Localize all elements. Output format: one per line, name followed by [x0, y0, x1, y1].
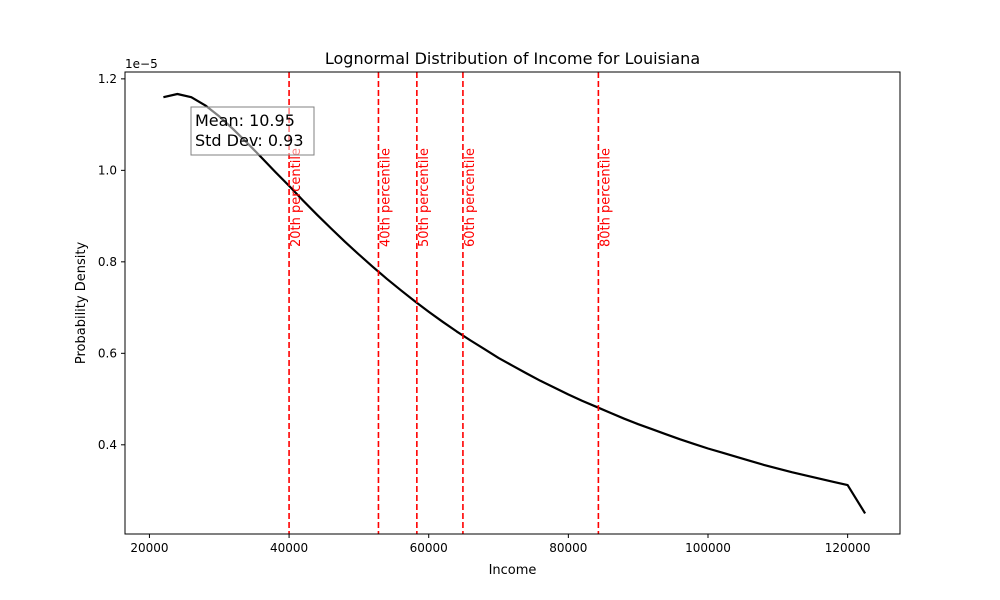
y-axis-label: Probability Density [74, 242, 89, 365]
percentile-label: 80th percentile [598, 148, 613, 247]
y-tick-label: 1.2 [98, 72, 117, 86]
y-axis-ticks: 0.4 0.6 0.8 1.0 1.2 [98, 72, 125, 452]
x-tick-label: 40000 [270, 541, 308, 555]
percentile-label: 50th percentile [417, 148, 432, 247]
y-tick-label: 0.8 [98, 255, 117, 269]
y-offset-label: 1e−5 [125, 57, 158, 71]
plot-area: 20th percentile 40th percentile 50th perce… [163, 72, 867, 534]
plot-frame [124, 71, 901, 535]
percentile-label: 20th percentile [289, 148, 304, 247]
x-tick-label: 60000 [410, 541, 448, 555]
x-tick-label: 120000 [825, 541, 871, 555]
percentile-label: 60th percentile [463, 148, 478, 247]
y-tick-label: 1.0 [98, 163, 117, 177]
y-tick-label: 0.6 [98, 346, 117, 360]
x-tick-label: 100000 [685, 541, 731, 555]
x-axis-ticks: 20000 40000 60000 80000 100000 120000 [130, 534, 871, 555]
density-curve [163, 92, 867, 514]
stats-annotation-line: Mean: 10.95 [195, 111, 295, 130]
percentile-label: 40th percentile [378, 148, 393, 247]
stats-annotation-box [190, 106, 315, 156]
y-tick-label: 0.4 [98, 438, 117, 452]
stats-annotation-line: Std Dev: 0.93 [195, 131, 304, 150]
x-tick-label: 20000 [130, 541, 168, 555]
chart-title: Lognormal Distribution of Income for Lou… [325, 49, 700, 68]
x-axis-label: Income [489, 563, 537, 578]
x-tick-label: 80000 [549, 541, 587, 555]
